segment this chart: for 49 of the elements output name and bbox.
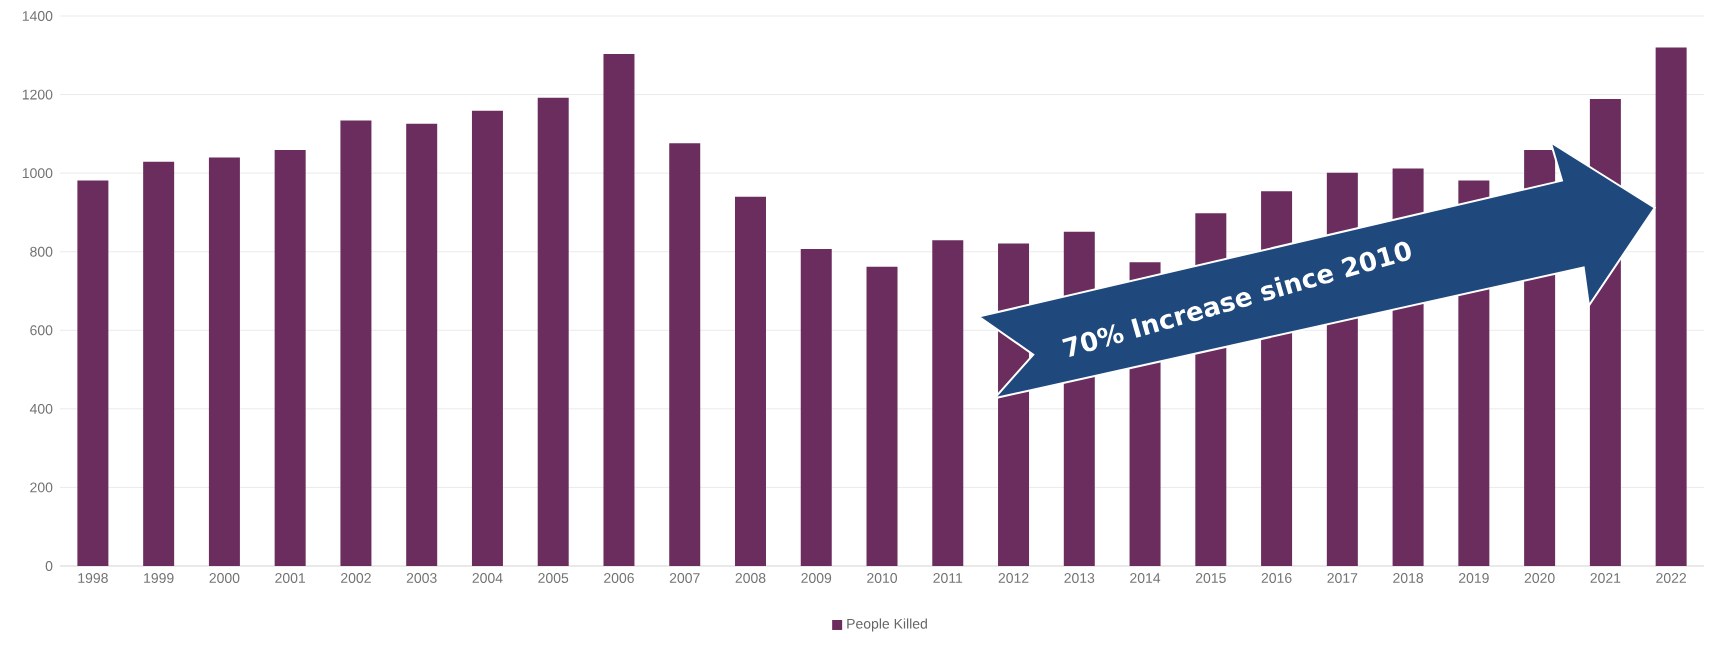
x-tick-label: 2006 [604, 573, 634, 583]
legend-label: People Killed [847, 618, 927, 632]
bar [932, 240, 964, 566]
x-tick-label: 2020 [1524, 573, 1555, 583]
bar [734, 196, 766, 566]
x-tick-label: 2017 [1327, 573, 1358, 583]
y-tick-label: 0 [45, 561, 53, 571]
x-tick-label: 2001 [275, 573, 306, 583]
bar [274, 149, 306, 566]
y-tick-label: 1000 [22, 168, 53, 179]
x-tick-label: 2015 [1195, 573, 1226, 583]
x-tick-label: 2014 [1130, 573, 1161, 583]
x-tick-label: 2010 [867, 573, 898, 583]
bar [406, 123, 438, 566]
x-tick-label: 1999 [144, 573, 174, 583]
x-tick-label: 2002 [341, 573, 371, 583]
y-tick-label: 800 [30, 246, 53, 257]
y-tick-label: 400 [29, 403, 53, 414]
x-tick-label: 2009 [801, 573, 832, 583]
bar [866, 266, 898, 566]
x-tick-label: 2004 [472, 573, 503, 583]
bar [603, 54, 635, 566]
y-tick-label: 600 [30, 325, 53, 336]
bar [669, 143, 701, 566]
y-tick-label: 200 [30, 482, 53, 493]
bar [208, 157, 240, 566]
bar [340, 120, 372, 566]
bar [77, 180, 109, 566]
x-tick-label: 2019 [1458, 573, 1489, 583]
bar [471, 110, 503, 566]
bar [800, 248, 832, 566]
bar [143, 161, 175, 566]
x-tick-label: 2018 [1393, 573, 1424, 583]
x-tick-label: 2012 [998, 573, 1029, 583]
x-tick-label: 2011 [933, 573, 963, 583]
x-tick-label: 2021 [1590, 573, 1621, 583]
bar [537, 97, 569, 566]
x-tick-label: 2003 [406, 573, 437, 583]
x-tick-label: 2008 [735, 573, 766, 583]
bar [1655, 47, 1687, 566]
x-tick-label: 2016 [1261, 573, 1292, 583]
x-tick-label: 1998 [78, 573, 108, 583]
x-tick-label: 2000 [209, 573, 240, 583]
y-tick-label: 1400 [22, 11, 53, 21]
y-tick-label: 1200 [22, 89, 53, 100]
x-tick-label: 2005 [538, 573, 569, 583]
x-tick-label: 2007 [669, 573, 700, 583]
x-tick-label: 2013 [1064, 573, 1095, 583]
x-tick-label: 2022 [1656, 573, 1687, 583]
